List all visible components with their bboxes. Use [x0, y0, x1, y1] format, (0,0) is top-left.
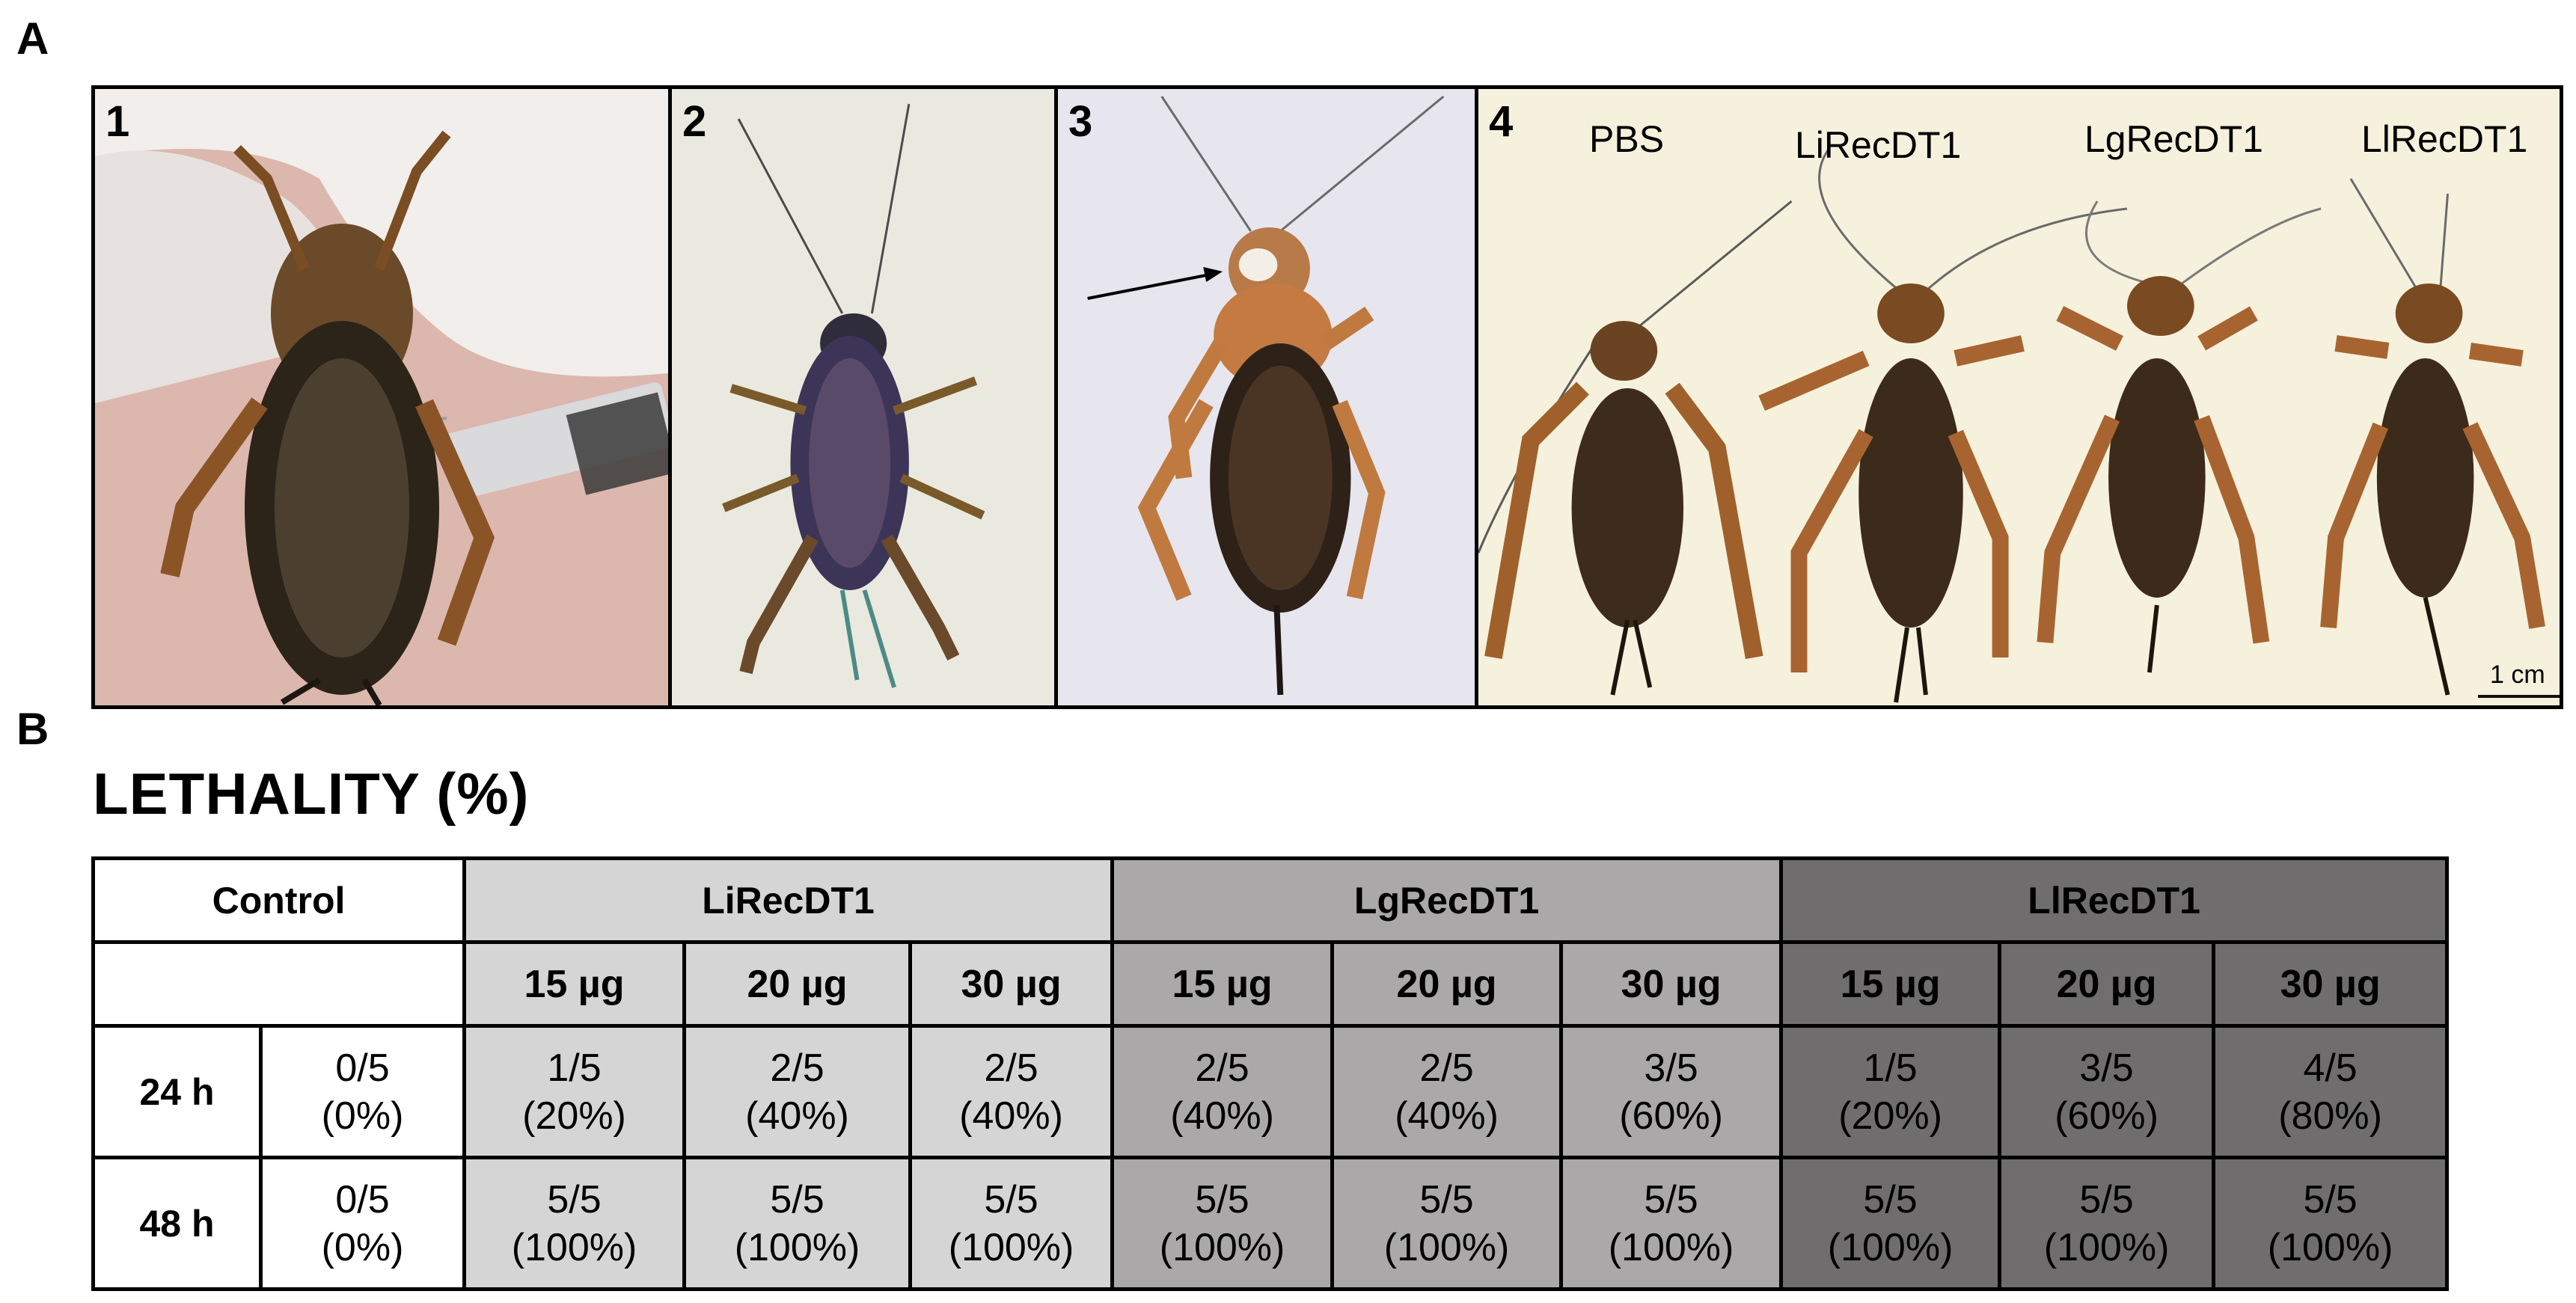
table-cell: 5/5 (100%)	[2212, 1156, 2450, 1291]
lethality-table: Control LiRecDT1 LgRecDT1 LlRecDT1 15 µg…	[91, 856, 2450, 1291]
cricket-dorsal-image	[672, 89, 1054, 705]
dose-header-row: 15 µg 20 µg 30 µg 15 µg 20 µg 30 µg 15 µ…	[91, 940, 2450, 1028]
dose-header: 15 µg	[1779, 940, 2002, 1028]
table-cell: 2/5 (40%)	[908, 1024, 1115, 1159]
table-cell: 2/5 (40%)	[682, 1024, 913, 1159]
cricket-comparison-image	[1478, 89, 2560, 705]
cricket-ventral-image	[1058, 89, 1475, 705]
dose-header: 20 µg	[1998, 940, 2216, 1028]
time-label: 48 h	[91, 1156, 263, 1291]
dose-header: 30 µg	[1559, 940, 1784, 1028]
table-row-24h: 24 h 0/5 (0%) 1/5 (20%) 2/5 (40%) 2/5 (40%) …	[91, 1024, 2450, 1159]
dose-header: 30 µg	[2212, 940, 2450, 1028]
table-cell: 5/5 (100%)	[1559, 1156, 1784, 1291]
table-cell: 5/5 (100%)	[1779, 1156, 2002, 1291]
label-lgrecdt1: LgRecDT1	[2084, 118, 2263, 160]
group-lirecdt1: LiRecDT1	[462, 856, 1115, 944]
table-cell: 5/5 (100%)	[1998, 1156, 2216, 1291]
table-cell: 5/5 (100%)	[682, 1156, 913, 1291]
table-cell: 3/5 (60%)	[1998, 1024, 2216, 1159]
injection-image	[95, 89, 668, 705]
table-cell: 5/5 (100%)	[908, 1156, 1115, 1291]
table-cell: 3/5 (60%)	[1559, 1024, 1784, 1159]
table-cell: 5/5 (100%)	[1330, 1156, 1564, 1291]
table-cell: 2/5 (40%)	[1110, 1024, 1335, 1159]
photo-strip: 1 2 3	[91, 85, 2563, 709]
photo-number-3: 3	[1068, 97, 1093, 146]
table-row-48h: 48 h 0/5 (0%) 5/5 (100%) 5/5 (100%) 5/5 (100…	[91, 1156, 2450, 1291]
group-lgrecdt1: LgRecDT1	[1110, 856, 1784, 944]
table-cell: 5/5 (100%)	[1110, 1156, 1335, 1291]
label-llrecdt1: LlRecDT1	[2361, 118, 2528, 160]
photo-number-2: 2	[682, 97, 707, 146]
table-cell: 0/5 (0%)	[258, 1156, 467, 1291]
dose-header: 15 µg	[1110, 940, 1335, 1028]
table-cell: 5/5 (100%)	[462, 1156, 687, 1291]
table-cell: 1/5 (20%)	[462, 1024, 687, 1159]
dose-header: 20 µg	[682, 940, 913, 1028]
scale-bar-label: 1 cm	[2490, 660, 2545, 689]
dose-header: 15 µg	[462, 940, 687, 1028]
photo-cricket-comparison: 4 PBS LiRecDT1 LgRecDT1 LlRecDT1 1 cm	[1475, 89, 2560, 705]
dose-header: 30 µg	[908, 940, 1115, 1028]
label-pbs: PBS	[1589, 118, 1665, 160]
photo-cricket-dorsal: 2	[668, 89, 1054, 705]
group-llrecdt1: LlRecDT1	[1779, 856, 2450, 944]
panel-b-letter: B	[16, 704, 49, 754]
photo-number-1: 1	[105, 97, 130, 146]
table-cell: 0/5 (0%)	[258, 1024, 467, 1159]
photo-number-4: 4	[1489, 97, 1514, 146]
table-cell: 2/5 (40%)	[1330, 1024, 1564, 1159]
dose-blank	[91, 940, 467, 1028]
panel-a-letter: A	[16, 13, 49, 64]
group-header-row: Control LiRecDT1 LgRecDT1 LlRecDT1	[91, 856, 2450, 944]
group-control: Control	[91, 856, 467, 944]
table-cell: 4/5 (80%)	[2212, 1024, 2450, 1159]
time-label: 24 h	[91, 1024, 263, 1159]
label-lirecdt1: LiRecDT1	[1795, 124, 1962, 166]
dose-header: 20 µg	[1330, 940, 1564, 1028]
photo-injection: 1	[95, 89, 668, 705]
lethality-title: LETHALITY (%)	[93, 761, 530, 827]
photo-cricket-ventral: 3	[1054, 89, 1475, 705]
scale-bar	[2478, 695, 2560, 698]
table-cell: 1/5 (20%)	[1779, 1024, 2002, 1159]
